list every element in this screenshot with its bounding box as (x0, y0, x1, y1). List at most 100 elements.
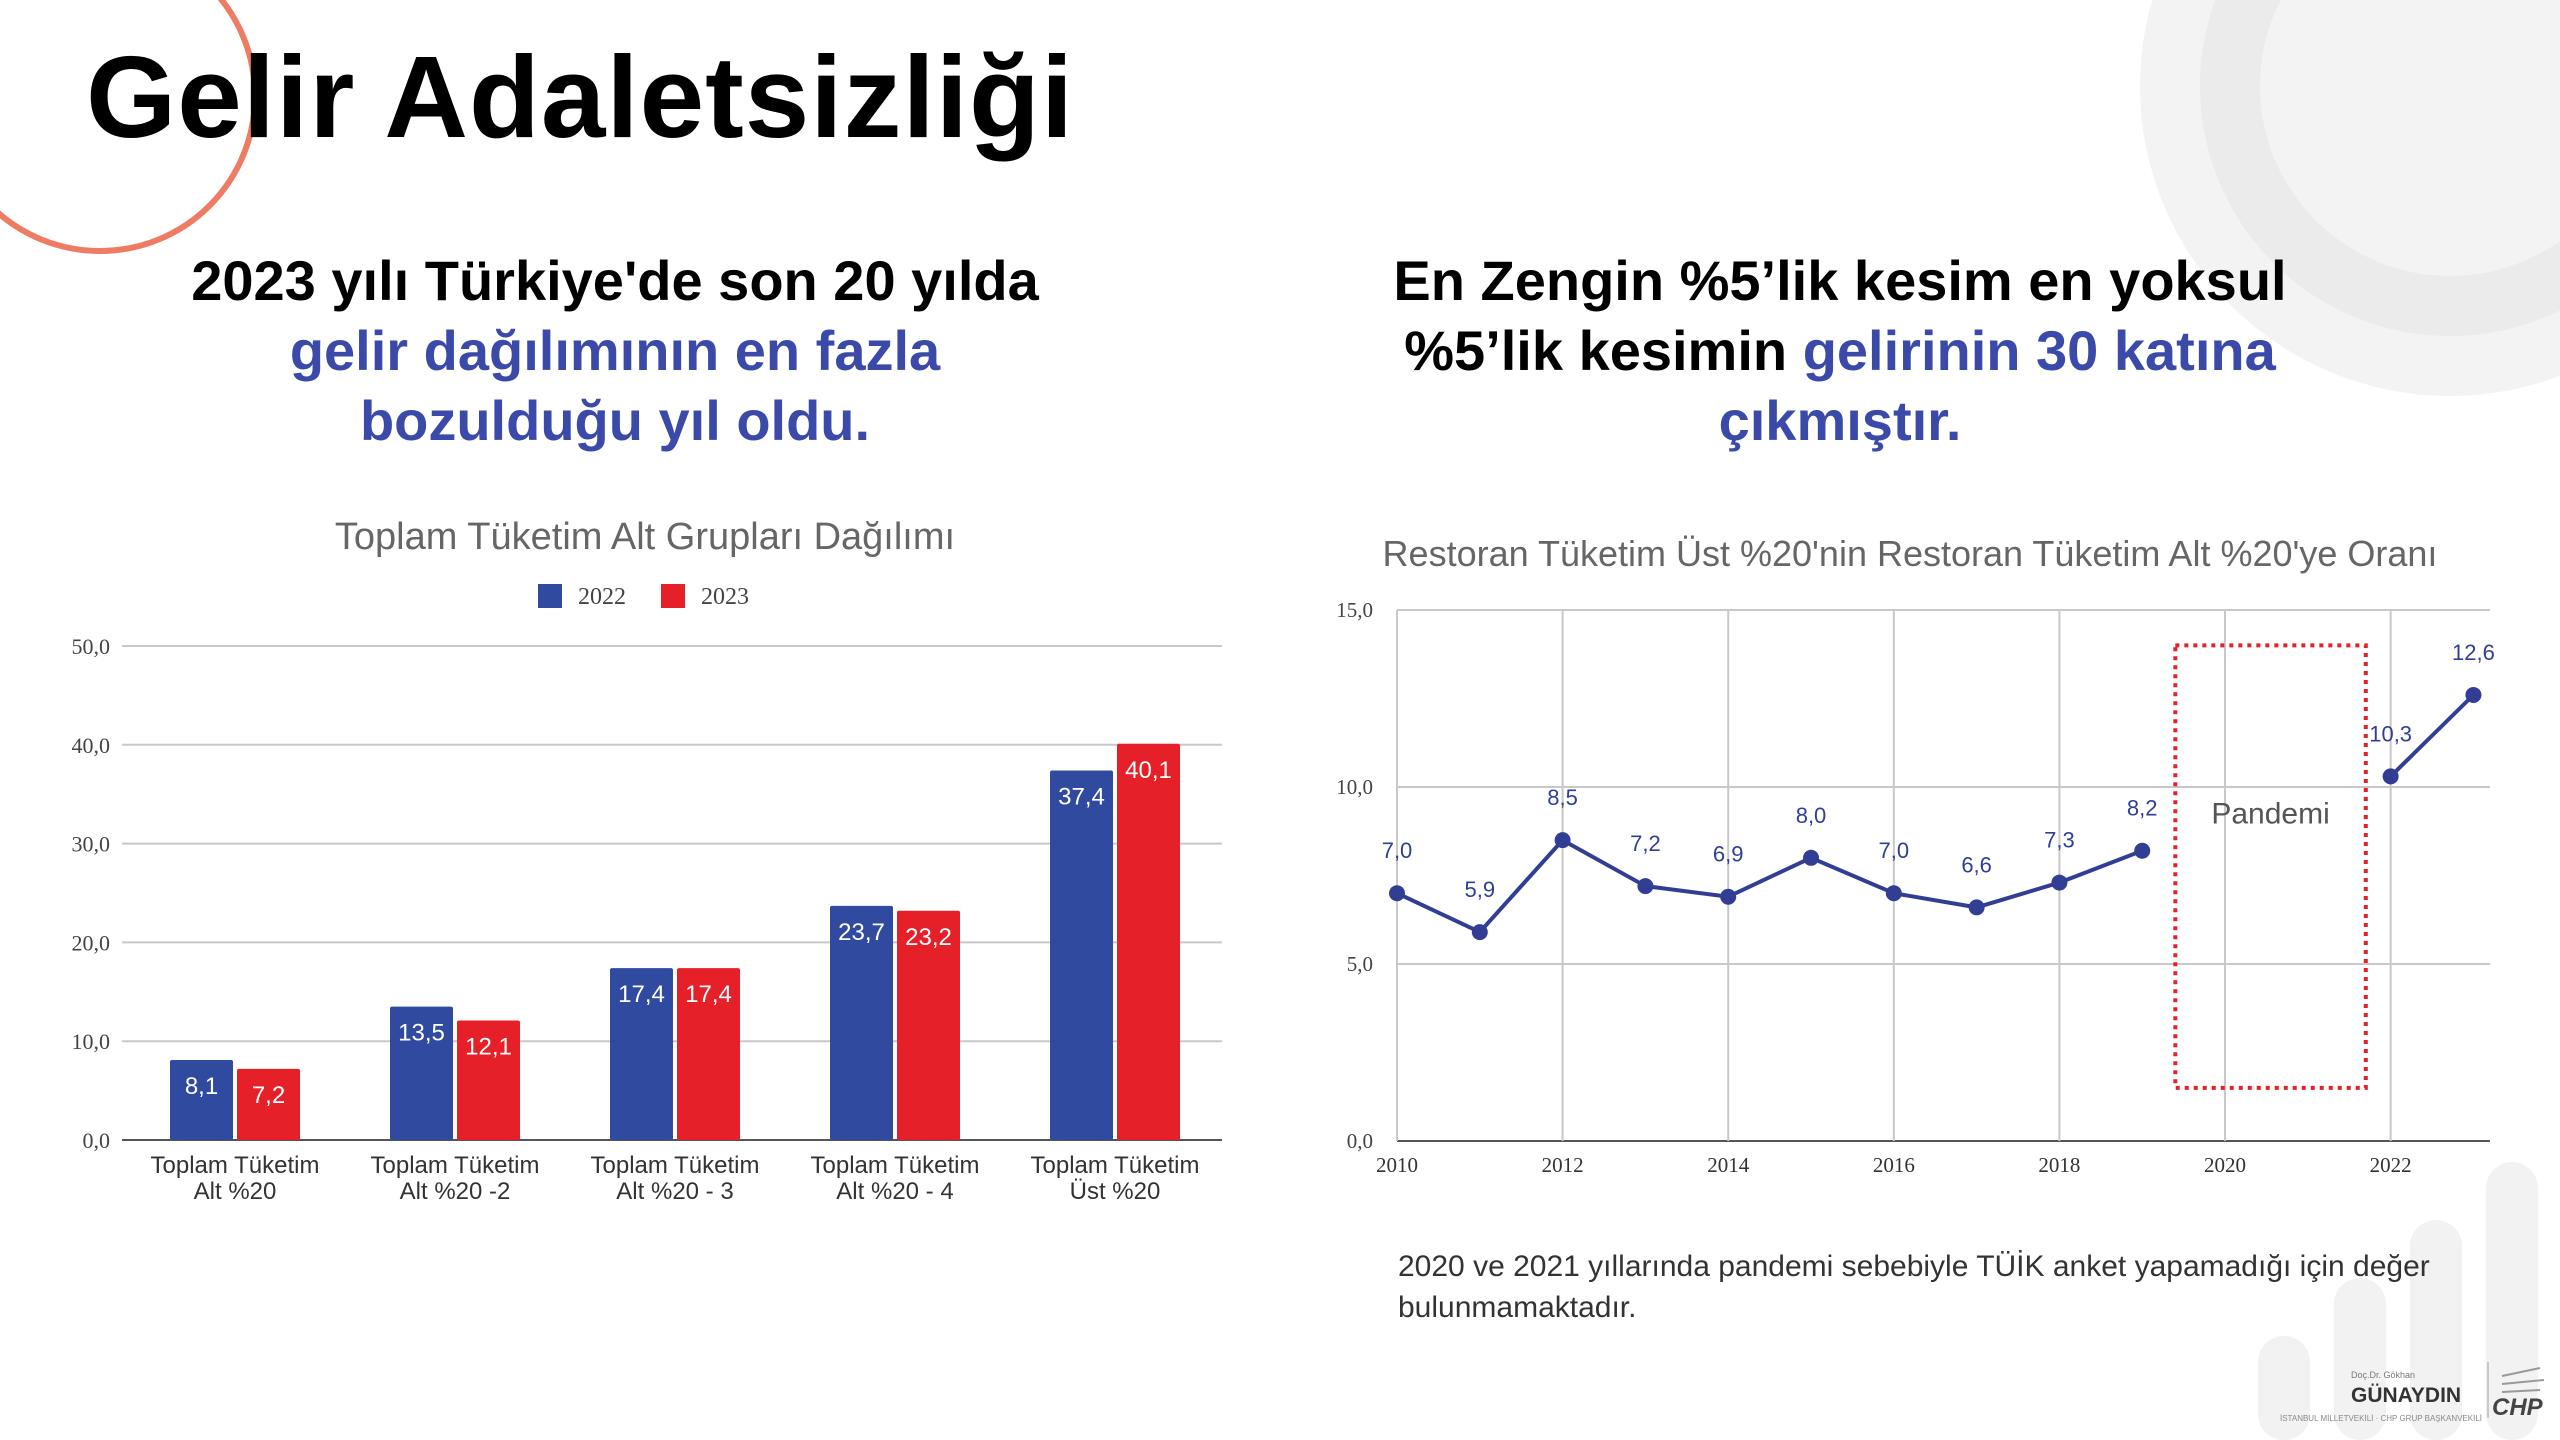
line-point (1803, 849, 1820, 866)
x-tick-label: 2018 (2038, 1153, 2080, 1177)
left-heading: 2023 yılı Türkiye'de son 20 yılda gelir … (110, 246, 1120, 456)
x-category-label: Toplam Tüketim (1031, 1152, 1200, 1179)
x-tick-label: 2020 (2204, 1153, 2246, 1177)
line-chart: Restoran Tüketim Üst %20'nin Restoran Tü… (1336, 533, 2495, 1177)
y-tick-label: 0,0 (1347, 1129, 1373, 1153)
line-data-label: 8,5 (1547, 785, 1578, 810)
bar-chart-title: Toplam Tüketim Alt Grupları Dağılımı (335, 516, 955, 558)
x-category-label: Toplam Tüketim (811, 1152, 980, 1179)
y-tick-label: 50,0 (72, 634, 111, 659)
line-data-label: 8,2 (2127, 796, 2158, 821)
pandemic-box (2173, 643, 2368, 1090)
bar-data-label: 12,1 (465, 1033, 512, 1060)
y-tick-label: 40,0 (72, 733, 111, 758)
x-category-label: Üst %20 (1070, 1178, 1161, 1205)
right-heading-line-2-accent: gelirinin 30 katına (1802, 319, 2276, 382)
left-heading-line-1: 2023 yılı Türkiye'de son 20 yılda (191, 249, 1039, 312)
right-heading-line-3: çıkmıştır. (1718, 389, 1962, 452)
bar-2023 (457, 1020, 520, 1140)
line-point (2134, 842, 2151, 859)
y-tick-label: 20,0 (72, 930, 111, 955)
legend-swatch-2022 (538, 584, 562, 608)
footer-signature: Doç.Dr. Gökhan (2351, 1370, 2416, 1380)
line-data-label: 6,6 (1961, 852, 1992, 877)
x-category-label: Alt %20 (194, 1178, 277, 1205)
line-data-label: 6,9 (1713, 842, 1744, 867)
bar-2022 (830, 905, 893, 1140)
x-tick-label: 2012 (1542, 1153, 1584, 1177)
line-data-label: 7,2 (1630, 831, 1661, 856)
bar-2023 (1117, 743, 1180, 1140)
line-point (1637, 878, 1654, 895)
line-point (1968, 899, 1985, 916)
line-point (1389, 885, 1405, 902)
x-category-label: Toplam Tüketim (591, 1152, 760, 1179)
line-point (1720, 888, 1737, 905)
legend-swatch-2023 (661, 584, 685, 608)
x-category-label: Toplam Tüketim (371, 1152, 540, 1179)
line-data-label: 7,0 (1879, 838, 1910, 863)
y-tick-label: 0,0 (83, 1128, 111, 1153)
y-tick-label: 10,0 (1336, 775, 1373, 799)
bar-2022 (610, 968, 673, 1140)
pandemic-label: Pandemi (2211, 797, 2329, 830)
x-category-label: Alt %20 - 4 (836, 1178, 953, 1205)
line-data-label: 10,3 (2369, 721, 2412, 746)
line-data-label: 8,0 (1796, 803, 1827, 828)
bar-data-label: 13,5 (398, 1020, 445, 1047)
legend-label-2022: 2022 (578, 584, 626, 610)
x-tick-label: 2022 (2370, 1153, 2412, 1177)
line-data-label: 5,9 (1465, 877, 1496, 902)
bar-data-label: 17,4 (618, 981, 665, 1008)
bar-chart: Toplam Tüketim Alt Grupları Dağılımı 2022… (72, 516, 1222, 1205)
y-tick-label: 15,0 (1336, 598, 1373, 622)
line-data-label: 7,3 (2044, 828, 2075, 853)
y-tick-label: 5,0 (1347, 952, 1373, 976)
right-heading-line-2-plain: %5’lik kesimin (1404, 319, 1803, 382)
page-title: Gelir Adaletsizliği (86, 32, 1075, 162)
right-heading: En Zengin %5’lik kesim en yoksul %5’lik … (1300, 246, 2380, 456)
bar-2022 (170, 1059, 233, 1140)
bar-data-label: 17,4 (685, 981, 732, 1008)
bar-data-label: 23,7 (838, 919, 885, 946)
bar-data-label: 8,1 (185, 1073, 218, 1100)
line-point (1471, 924, 1488, 941)
legend-label-2023: 2023 (701, 584, 749, 610)
footer-party: CHP (2492, 1394, 2543, 1421)
line-point (2465, 686, 2482, 703)
left-heading-line-2: gelir dağılımının en fazla (289, 319, 941, 382)
bar-2023 (237, 1068, 300, 1140)
footnote: 2020 ve 2021 yıllarında pandemi sebebiyl… (1398, 1250, 2430, 1324)
bar-data-label: 7,2 (252, 1082, 285, 1109)
bar-2022 (390, 1006, 453, 1140)
x-tick-label: 2016 (1873, 1153, 1915, 1177)
line-point (1885, 885, 1902, 902)
y-tick-label: 30,0 (72, 832, 111, 857)
x-tick-label: 2010 (1376, 1153, 1418, 1177)
decor-bar (2410, 1220, 2462, 1440)
right-heading-line-1: En Zengin %5’lik kesim en yoksul (1393, 249, 2287, 312)
line-point (2051, 874, 2068, 891)
line-data-label: 12,6 (2452, 640, 2495, 665)
footer-subtitle: İSTANBUL MİLLETVEKİLİ · CHP GRUP BAŞKANV… (2280, 1414, 2482, 1423)
x-category-label: Alt %20 -2 (400, 1178, 511, 1205)
y-tick-label: 10,0 (72, 1029, 111, 1054)
bar-2023 (897, 910, 960, 1140)
bar-data-label: 37,4 (1058, 783, 1105, 810)
line-series-segment (2389, 693, 2475, 778)
x-tick-label: 2014 (1707, 1153, 1750, 1177)
line-point (1554, 832, 1571, 849)
bar-data-label: 40,1 (1125, 757, 1172, 784)
line-data-label: 7,0 (1382, 838, 1413, 863)
line-point (2382, 768, 2399, 785)
footer-name: GÜNAYDIN (2351, 1384, 2462, 1407)
bar-2022 (1050, 770, 1113, 1140)
line-series-segment (1396, 837, 2143, 935)
bar-data-label: 23,2 (905, 924, 952, 951)
line-chart-title: Restoran Tüketim Üst %20'nin Restoran Tü… (1383, 533, 2438, 574)
decor-orange-ring (0, 0, 258, 254)
footer-logo (2487, 1362, 2545, 1418)
decor-gray-ring (2200, 0, 2560, 336)
x-category-label: Alt %20 - 3 (616, 1178, 733, 1205)
